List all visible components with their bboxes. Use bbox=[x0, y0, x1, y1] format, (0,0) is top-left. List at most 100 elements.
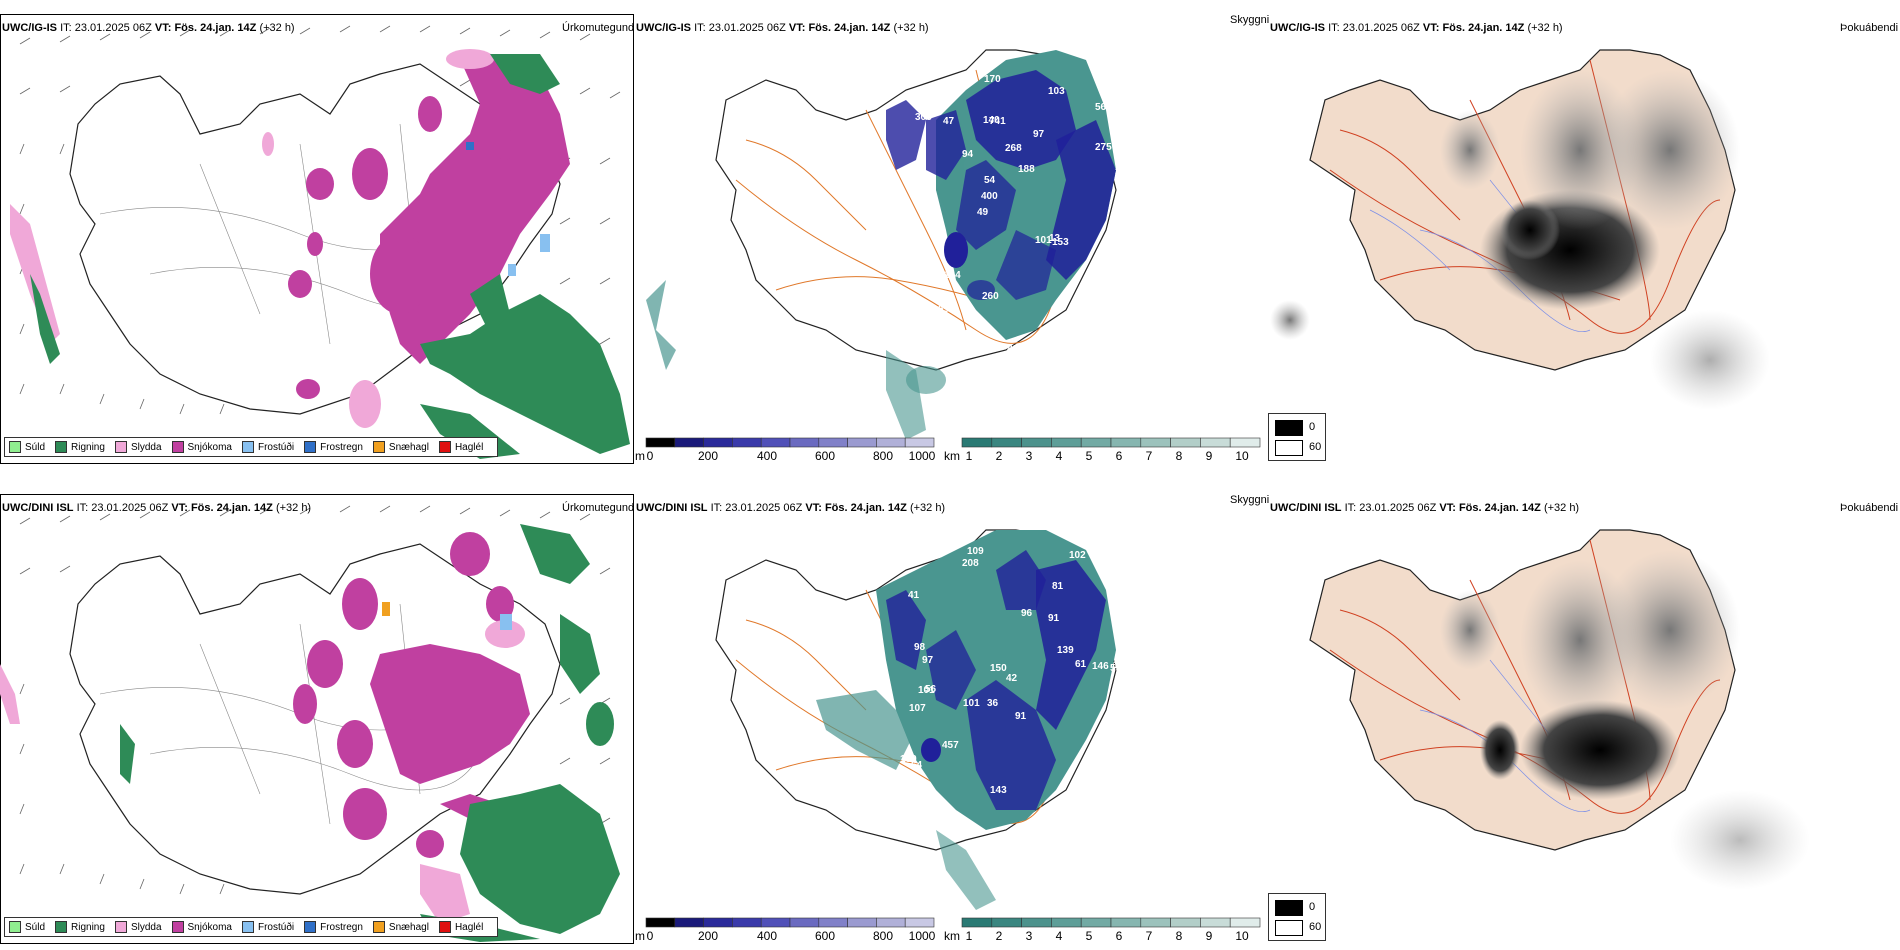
colorbar-swatch bbox=[645, 437, 676, 448]
legend-swatch bbox=[171, 921, 184, 933]
value-label: 124 bbox=[944, 270, 961, 281]
vis-colorbar-swatches bbox=[961, 437, 1261, 448]
colorbar-swatch bbox=[789, 917, 820, 928]
colorbar-swatch bbox=[732, 917, 762, 928]
colorbar-swatch bbox=[1080, 437, 1112, 448]
vis-panel-top: 162 59 56 49 97 185 140 268 150 94 348 69 741 188 153 3… bbox=[636, 30, 1266, 440]
colorbar-swatch bbox=[991, 437, 1022, 448]
vis-colorbar-swatches bbox=[961, 917, 1261, 928]
value-label: 97 bbox=[1033, 129, 1045, 140]
vt-label: VT: bbox=[154, 22, 172, 34]
value-label: 275 bbox=[1095, 142, 1112, 153]
colorbar-swatch bbox=[1200, 917, 1231, 928]
value-label: 150 bbox=[919, 272, 936, 283]
colorbar-swatch bbox=[674, 437, 704, 448]
value-label: 101 bbox=[1035, 235, 1052, 246]
colorbar-swatch bbox=[1021, 917, 1052, 928]
value-label: 109 bbox=[967, 546, 984, 557]
value-label: 81 bbox=[1052, 581, 1064, 592]
colorbar-swatch bbox=[674, 917, 704, 928]
colorbar-swatch bbox=[760, 437, 791, 448]
value-label: 185 bbox=[922, 333, 939, 344]
value-label: 432 bbox=[1089, 297, 1106, 308]
legend-item: Haglél bbox=[438, 441, 483, 453]
legend-swatch bbox=[9, 441, 21, 453]
colorbar-swatch bbox=[818, 437, 848, 448]
value-label: 162 bbox=[1113, 660, 1130, 671]
vis-map-top: 162 59 56 49 97 185 140 268 150 94 348 69 741 188 153 3… bbox=[646, 49, 1127, 440]
value-label: 103 bbox=[1048, 86, 1065, 97]
header-bottom-precip: UWC/DINI ISL IT: 23.01.2025 06Z VT: Fös.… bbox=[2, 502, 312, 514]
value-label: 305 bbox=[915, 112, 932, 123]
vis-ticks: km 1 2 3 4 5 6 7 8 9 10 bbox=[944, 929, 1249, 943]
value-label: 171 bbox=[1074, 328, 1091, 339]
colorbar-swatch bbox=[645, 917, 676, 928]
value-label: 162 bbox=[1092, 329, 1109, 340]
fog-panel-bottom bbox=[1270, 510, 1900, 930]
value-label: 41 bbox=[908, 590, 920, 601]
fog-legend-white bbox=[1275, 440, 1303, 456]
colorbar-swatch bbox=[904, 437, 935, 448]
value-label: 59 bbox=[1110, 663, 1122, 674]
colorbar-swatch bbox=[847, 917, 877, 928]
precip-map-bottom bbox=[0, 494, 634, 944]
value-label: 250 bbox=[1017, 830, 1034, 841]
header-top-fog: UWC/IG-IS IT: 23.01.2025 06Z VT: Fös. 24… bbox=[1270, 22, 1563, 34]
precip-panel-top bbox=[0, 14, 634, 464]
legend-swatch bbox=[55, 921, 68, 933]
legend-swatch bbox=[438, 921, 451, 933]
value-label: 13 bbox=[1049, 233, 1061, 244]
value-label: 56 bbox=[1095, 102, 1107, 113]
legend-item: Snjókoma bbox=[171, 921, 232, 933]
colorbar-swatch bbox=[1140, 917, 1171, 928]
legend-swatch bbox=[241, 921, 254, 933]
legend-item: Snjókoma bbox=[171, 441, 232, 453]
ceiling-colorbar-top: m 0 200 400 600 800 1000 bbox=[634, 437, 938, 465]
legend-item: Rigning bbox=[55, 921, 105, 933]
legend-item: Frostúði bbox=[241, 441, 294, 453]
value-label: 741 bbox=[989, 116, 1006, 127]
legend-swatch bbox=[438, 441, 451, 453]
value-label: 268 bbox=[1005, 143, 1022, 154]
iceland-outline bbox=[69, 63, 561, 415]
value-label: 56 bbox=[925, 684, 937, 695]
model-name: UWC/IG-IS bbox=[2, 22, 57, 34]
colorbar-swatch bbox=[732, 437, 762, 448]
legend-swatch bbox=[372, 441, 385, 453]
value-label: 150 bbox=[900, 754, 917, 765]
colorbar-swatch bbox=[1140, 437, 1171, 448]
value-label: 47 bbox=[943, 116, 955, 127]
value-label: 208 bbox=[962, 558, 979, 569]
legend-item: Slydda bbox=[114, 441, 162, 453]
colorbar-swatch bbox=[1200, 437, 1231, 448]
colorbar-swatch bbox=[760, 917, 791, 928]
precip-legend-bottom: Súld Rigning Slydda Snjókoma Frostúði Fr… bbox=[4, 917, 499, 937]
fog-panel-top bbox=[1270, 30, 1900, 450]
vis-unit: km bbox=[944, 449, 960, 463]
colorbar-swatch bbox=[1051, 437, 1082, 448]
it-label: IT: bbox=[60, 22, 72, 34]
ceiling-colorbar-swatches bbox=[645, 437, 935, 448]
colorbar-swatch bbox=[847, 437, 877, 448]
value-label: 36 bbox=[987, 698, 999, 709]
colorbar-swatch bbox=[1110, 437, 1142, 448]
value-label: 61 bbox=[1075, 659, 1087, 670]
colorbar-swatch bbox=[1229, 917, 1261, 928]
ceiling-ticks: m 0 200 400 600 800 1000 bbox=[635, 449, 936, 463]
legend-swatch bbox=[55, 441, 68, 453]
value-label: 139 bbox=[1057, 645, 1074, 656]
value-label: 96 bbox=[1021, 608, 1033, 619]
legend-item: Frostúði bbox=[241, 921, 294, 933]
vis-panel-bottom: 109 81 59 36 91 56 41 91 107 96 42 869 208 101 250 386 1… bbox=[636, 510, 1266, 920]
value-label: 400 bbox=[981, 191, 998, 202]
legend-swatch bbox=[9, 921, 21, 933]
colorbar-swatch bbox=[991, 917, 1022, 928]
fog-map-top bbox=[1270, 49, 1770, 410]
vis-title-bottom: Skyggni bbox=[1230, 494, 1270, 506]
value-label: 260 bbox=[982, 291, 999, 302]
fog-title-top: Þokuábendi bbox=[1840, 22, 1899, 34]
ceiling-blue-areas bbox=[886, 70, 1116, 300]
colorbar-swatch bbox=[1170, 917, 1201, 928]
colorbar-swatch bbox=[789, 437, 820, 448]
row-bottom: UWC/DINI ISL IT: 23.01.2025 06Z VT: Fös.… bbox=[0, 480, 1900, 950]
